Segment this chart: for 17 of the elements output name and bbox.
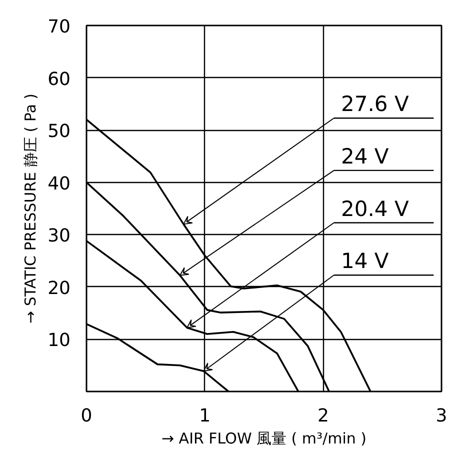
y-tick-label: 30 xyxy=(48,226,70,247)
annotation: 27.6 V xyxy=(341,92,410,116)
y-tick-label: 20 xyxy=(48,278,70,299)
y-tick-label: 10 xyxy=(48,330,70,352)
y-tick-label: 60 xyxy=(48,68,70,90)
y-tick-label: 70 xyxy=(48,16,70,38)
x-tick-label: 3 xyxy=(436,406,448,426)
x-axis-title: → AIR FLOW 風量 ( m³/min ) xyxy=(161,430,367,448)
x-tick-label: 1 xyxy=(199,406,211,426)
annotation: 14 V xyxy=(341,249,390,274)
annotation: 20.4 V xyxy=(341,196,410,221)
x-tick-label: 2 xyxy=(317,406,329,426)
y-tick-label: 40 xyxy=(48,173,70,194)
annotation: 24 V xyxy=(341,144,390,168)
x-tick-label: 0 xyxy=(80,406,92,426)
y-axis-title: → STATIC PRESSURE 静圧 ( Pa ) xyxy=(22,93,40,324)
y-tick-label: 50 xyxy=(48,121,70,142)
